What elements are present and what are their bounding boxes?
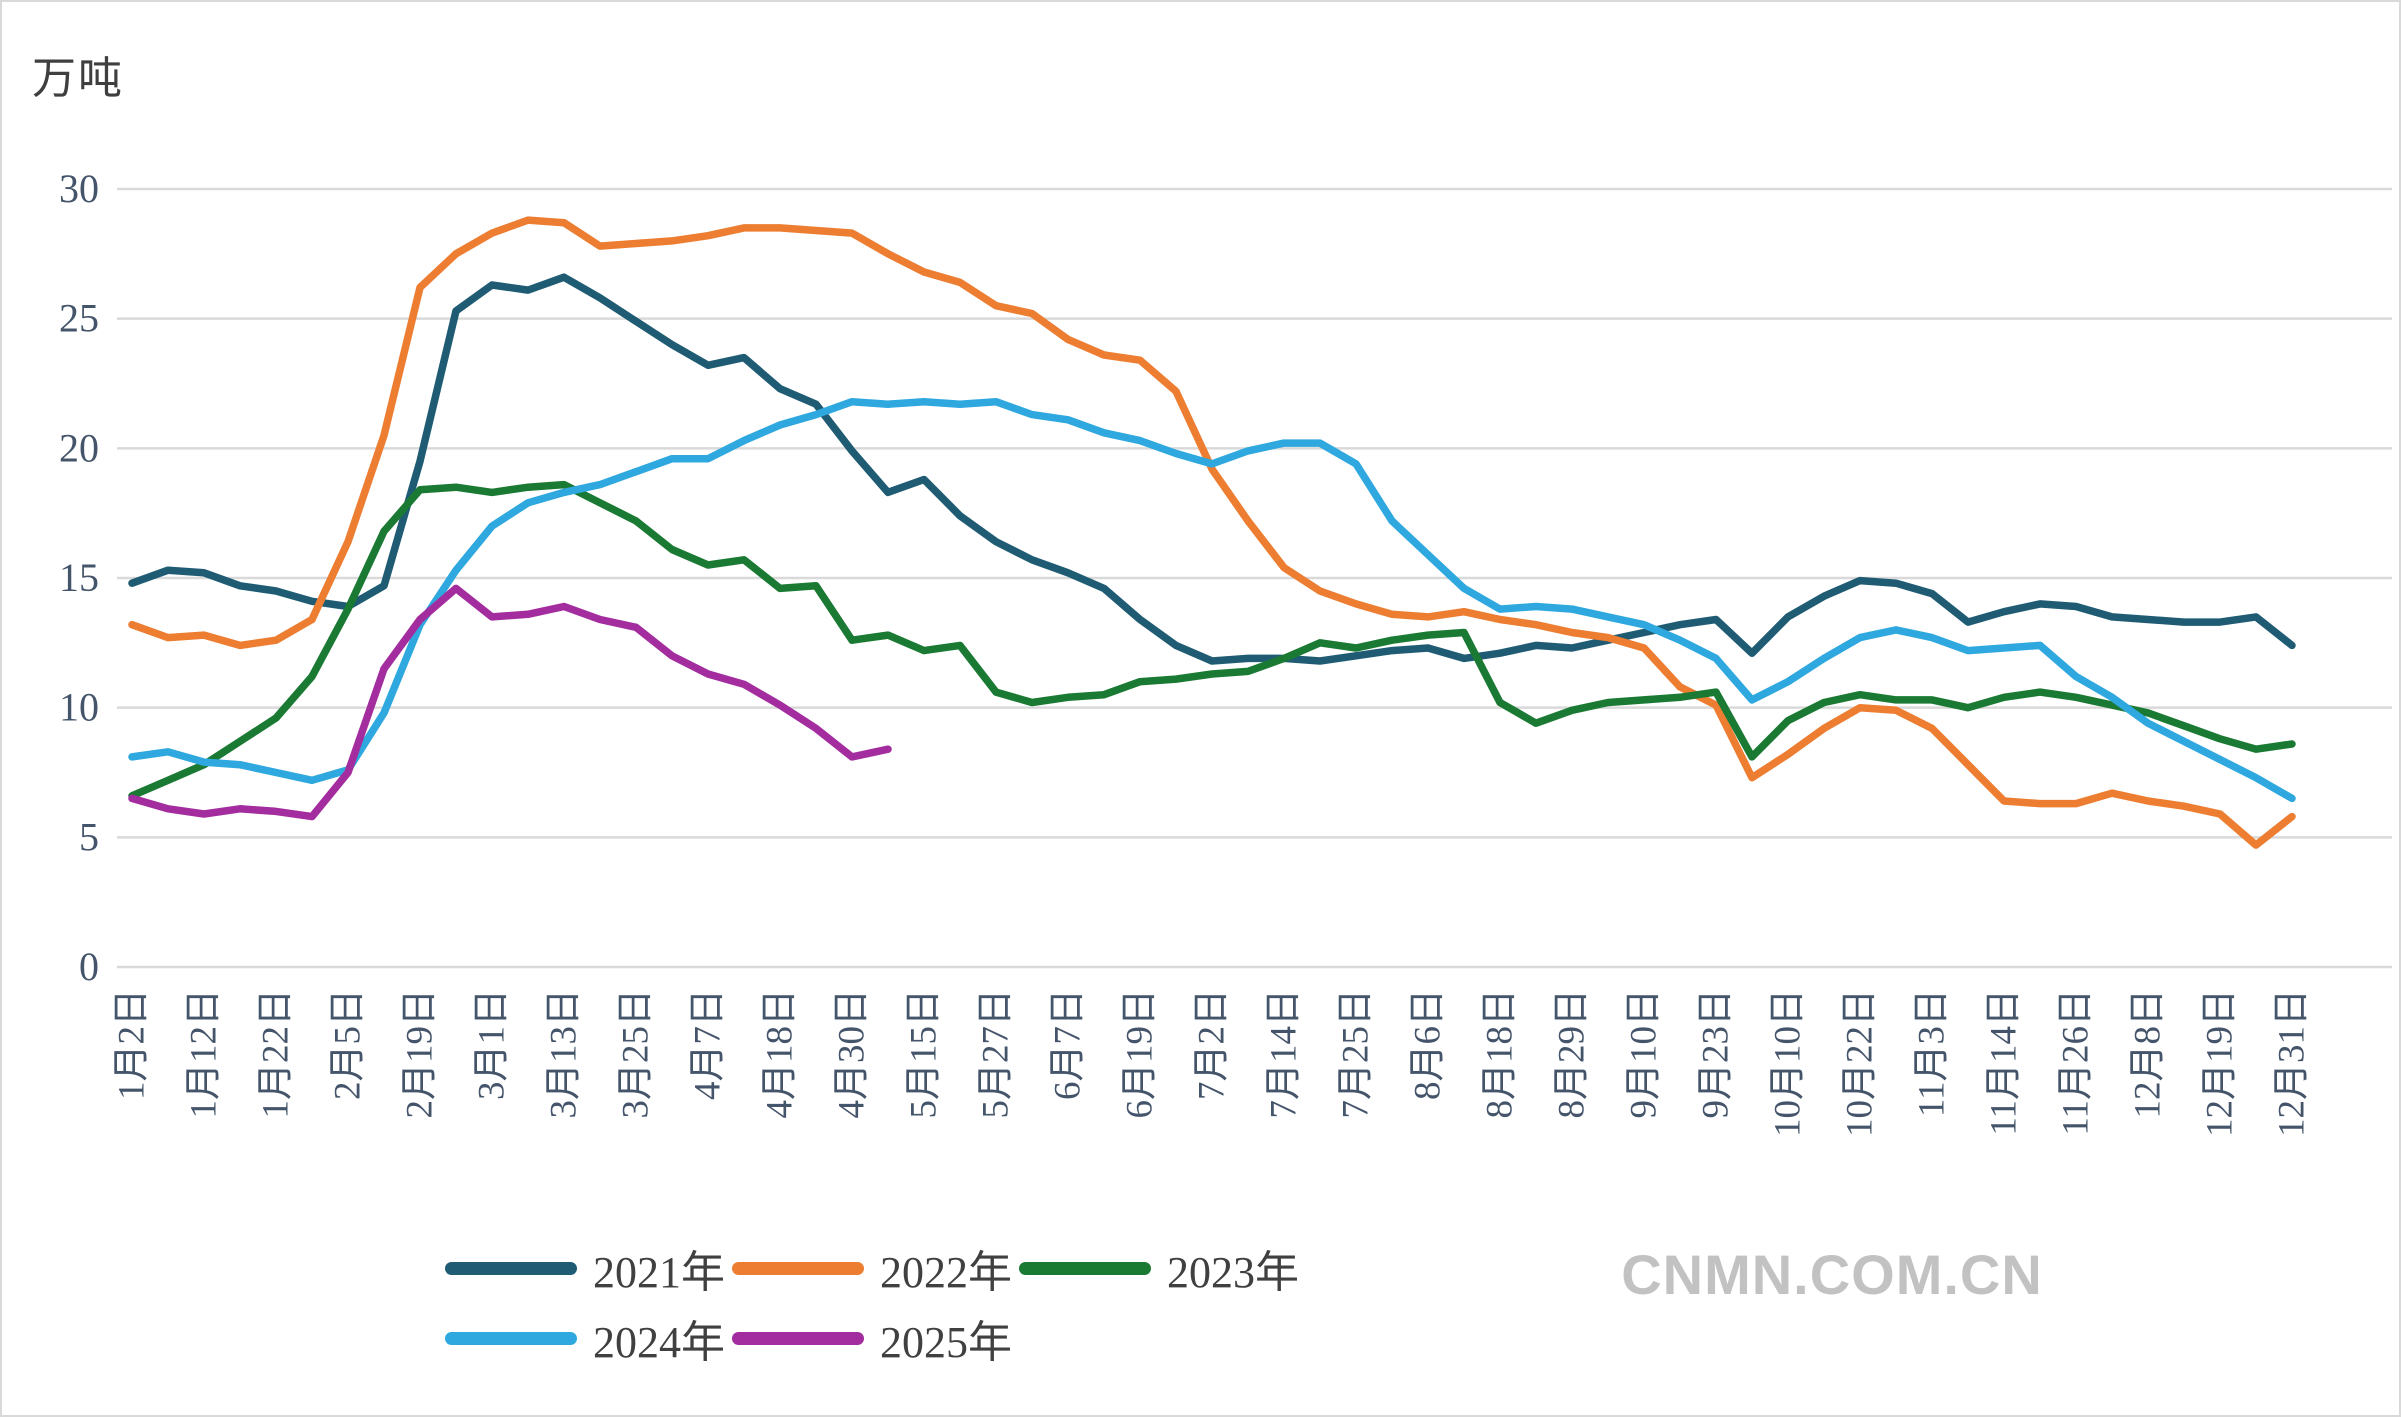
x-tick-label-26: 11月14日	[1984, 989, 2025, 1136]
x-tick-label-22: 9月23日	[1696, 989, 1737, 1119]
x-tick-label-29: 12月19日	[2200, 989, 2241, 1137]
x-tick-label-28: 12月8日	[2128, 989, 2169, 1119]
x-tick-label-9: 4月18日	[760, 989, 801, 1119]
x-tick-label-2: 1月22日	[256, 989, 297, 1119]
series-line-2023年	[128, 480, 2296, 800]
x-tick-label-12: 5月27日	[976, 989, 1017, 1119]
series-line-2025年	[128, 584, 892, 821]
x-tick-label-1: 1月12日	[184, 989, 225, 1119]
y-axis-unit-label: 万吨	[32, 54, 124, 103]
x-tick-label-11: 5月15日	[904, 989, 945, 1119]
y-tick-label-10: 10	[59, 685, 99, 730]
x-tick-label-27: 11月26日	[2056, 989, 2097, 1136]
x-tick-label-10: 4月30日	[832, 989, 873, 1119]
x-tick-label-5: 3月1日	[472, 989, 513, 1100]
y-tick-label-30: 30	[59, 166, 99, 211]
x-tick-label-13: 6月7日	[1048, 989, 1089, 1100]
x-tick-label-20: 8月29日	[1552, 989, 1593, 1119]
x-tick-label-0: 1月2日	[112, 989, 153, 1100]
watermark: CNMN.COM.CN	[1621, 1243, 2043, 1306]
y-tick-label-15: 15	[59, 555, 99, 600]
x-tick-label-14: 6月19日	[1120, 989, 1161, 1119]
x-tick-label-3: 2月5日	[328, 989, 369, 1100]
x-tick-label-18: 8月6日	[1408, 989, 1449, 1100]
series-line-2022年	[128, 216, 2296, 849]
series-line-2024年	[128, 397, 2296, 803]
y-tick-label-25: 25	[59, 296, 99, 341]
x-tick-label-21: 9月10日	[1624, 989, 1665, 1119]
y-tick-label-20: 20	[59, 425, 99, 470]
x-tick-label-19: 8月18日	[1480, 989, 1521, 1119]
y-tick-label-0: 0	[79, 944, 99, 989]
x-tick-label-30: 12月31日	[2272, 989, 2313, 1137]
x-tick-label-6: 3月13日	[544, 989, 585, 1119]
y-tick-label-5: 5	[79, 814, 99, 859]
x-tick-label-24: 10月22日	[1840, 989, 1881, 1137]
x-tick-label-16: 7月14日	[1264, 989, 1305, 1119]
series-line-2021年	[128, 273, 2296, 665]
x-tick-label-23: 10月10日	[1768, 989, 1809, 1137]
x-tick-label-7: 3月25日	[616, 989, 657, 1119]
x-tick-label-25: 11月3日	[1912, 989, 1953, 1117]
x-tick-label-15: 7月2日	[1192, 989, 1233, 1100]
x-tick-label-17: 7月25日	[1336, 989, 1377, 1119]
x-tick-label-4: 2月19日	[400, 989, 441, 1119]
x-tick-label-8: 4月7日	[688, 989, 729, 1100]
